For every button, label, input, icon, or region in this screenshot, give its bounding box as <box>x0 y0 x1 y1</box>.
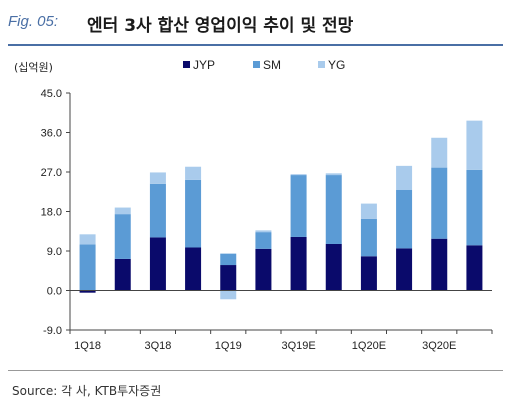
bar-sm-2q19 <box>255 232 272 249</box>
bar-jyp-3q20e <box>431 238 448 291</box>
bar-jyp-4q19e <box>325 243 342 291</box>
legend-label-jyp: JYP <box>193 58 215 72</box>
y-tick-label: 0.0 <box>47 286 62 298</box>
bar-sm-3q18 <box>149 183 166 238</box>
x-tick-label: 1Q18 <box>74 340 101 352</box>
bar-jyp-4q20e <box>466 245 483 291</box>
bar-sm-3q20e <box>431 167 448 239</box>
bar-jyp-1q18 <box>79 290 96 293</box>
bar-jyp-1q20e <box>360 256 377 291</box>
bar-yg-2q20e <box>396 165 413 190</box>
bar-jyp-3q19e <box>290 236 307 291</box>
y-tick-label: 9.0 <box>47 246 62 258</box>
axes-group: -9.0 0.0 9.0 18.0 27.0 36.0 45.0 1Q18 3Q18 1Q19 3Q… <box>41 88 493 352</box>
bar-yg-2q19 <box>255 230 272 233</box>
bar-yg-1q20e <box>360 203 377 219</box>
bar-yg-3q18 <box>149 172 166 184</box>
bar-yg-1q18 <box>79 234 96 245</box>
figure-header: Fig. 05: 엔터 3사 합산 영업이익 추이 및 전망 <box>0 0 511 44</box>
y-tick-label: 18.0 <box>41 207 62 219</box>
bar-sm-1q20e <box>360 218 377 257</box>
legend-swatch-yg <box>318 61 325 68</box>
figure-number: Fig. 05: <box>8 13 59 30</box>
y-tick-label: 45.0 <box>41 88 62 100</box>
bar-sm-4q20e <box>466 169 483 246</box>
legend-swatch-sm <box>253 61 260 68</box>
bar-yg-1q19 <box>220 290 237 300</box>
bar-yg-4q20e <box>466 120 483 170</box>
y-unit-label: (십억원) <box>14 61 53 74</box>
bar-jyp-2q18 <box>114 258 131 291</box>
stacked-bar-chart: (십억원) JYP SM YG -9.0 0.0 9.0 18.0 27.0 36.0 45.0… <box>14 58 493 352</box>
bar-yg-3q20e <box>431 137 448 168</box>
x-tick-label: 3Q18 <box>144 340 171 352</box>
header-divider <box>8 44 503 46</box>
bar-jyp-2q20e <box>396 248 413 291</box>
legend-label-sm: SM <box>263 58 281 72</box>
chart-title: 엔터 3사 합산 영업이익 추이 및 전망 <box>87 16 354 36</box>
bar-sm-4q19e <box>325 175 342 244</box>
x-tick-label: 3Q20E <box>422 340 456 352</box>
bar-sm-1q19 <box>220 253 237 266</box>
bar-jyp-4q18 <box>185 247 202 291</box>
bar-sm-2q20e <box>396 189 413 249</box>
bar-yg-2q18 <box>114 207 131 215</box>
y-tick-label: -9.0 <box>43 325 62 337</box>
bar-sm-4q18 <box>185 179 202 248</box>
legend: JYP SM YG <box>183 58 345 72</box>
bar-yg-3q19e <box>290 174 307 176</box>
bar-jyp-3q18 <box>149 237 166 291</box>
x-tick-label: 1Q19 <box>215 340 242 352</box>
y-tick-label: 36.0 <box>41 128 62 140</box>
bar-yg-4q18 <box>185 166 202 180</box>
legend-label-yg: YG <box>328 58 345 72</box>
source-note: Source: 각 사, KTB투자증권 <box>12 384 162 398</box>
bar-jyp-2q19 <box>255 248 272 291</box>
legend-swatch-jyp <box>183 61 190 68</box>
bar-yg-4q19e <box>325 173 342 176</box>
bar-sm-2q18 <box>114 214 131 259</box>
bar-sm-3q19e <box>290 175 307 237</box>
y-tick-label: 27.0 <box>41 167 62 179</box>
bar-sm-1q18 <box>79 244 96 291</box>
bars-group <box>79 120 483 300</box>
source-divider <box>8 370 503 371</box>
x-tick-label: 1Q20E <box>352 340 386 352</box>
bar-jyp-1q19 <box>220 265 237 291</box>
x-tick-label: 3Q19E <box>281 340 315 352</box>
